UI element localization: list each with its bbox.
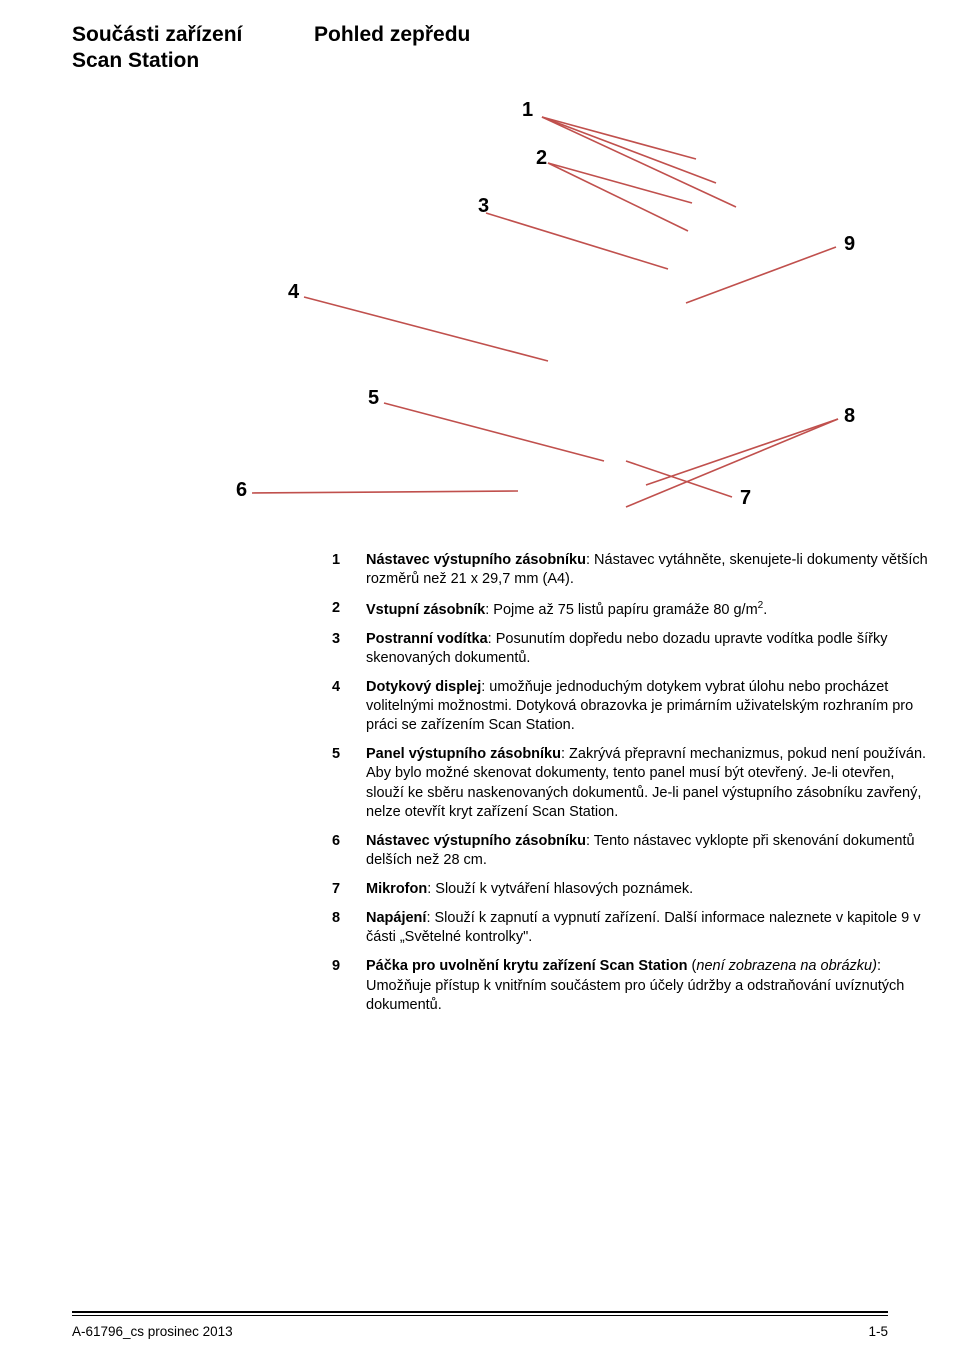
list-item-text: Postranní vodítka: Posunutím dopředu neb… xyxy=(366,630,932,668)
list-item-text: Napájení: Slouží k zapnutí a vypnutí zař… xyxy=(366,909,932,947)
list-item: 4 Dotykový displej: umožňuje jednoduchým … xyxy=(332,678,932,735)
list-item-number: 4 xyxy=(332,678,350,735)
list-item-text: Dotykový displej: umožňuje jednoduchým d… xyxy=(366,678,932,735)
diagram-label-3: 3 xyxy=(478,195,489,218)
list-item: 7 Mikrofon: Slouží k vytváření hlasových … xyxy=(332,880,932,899)
footer-page-num: 1-5 xyxy=(868,1324,888,1339)
list-item: 6 Nástavec výstupního zásobníku: Tento ná… xyxy=(332,832,932,870)
diagram-label-2: 2 xyxy=(536,147,547,170)
list-item-number: 2 xyxy=(332,599,350,620)
page-footer: A-61796_cs prosinec 2013 1-5 xyxy=(72,1311,888,1339)
diagram-label-7: 7 xyxy=(740,487,751,510)
list-item-number: 1 xyxy=(332,551,350,589)
list-item-number: 8 xyxy=(332,909,350,947)
heading-front-view: Pohled zepředu xyxy=(314,22,470,75)
list-item-text: Nástavec výstupního zásobníku: Nástavec … xyxy=(366,551,932,589)
component-list: 1 Nástavec výstupního zásobníku: Nástavec… xyxy=(332,551,932,1015)
list-item: 9 Páčka pro uvolnění krytu zařízení Scan … xyxy=(332,957,932,1014)
list-item-number: 5 xyxy=(332,745,350,822)
front-view-diagram: 1 2 3 9 4 5 8 6 7 xyxy=(232,85,872,515)
list-item-number: 6 xyxy=(332,832,350,870)
list-item: 2 Vstupní zásobník: Pojme až 75 listů pap… xyxy=(332,599,932,620)
list-item-text: Nástavec výstupního zásobníku: Tento nás… xyxy=(366,832,932,870)
diagram-label-5: 5 xyxy=(368,387,379,410)
diagram-label-9: 9 xyxy=(844,233,855,256)
list-item: 3 Postranní vodítka: Posunutím dopředu ne… xyxy=(332,630,932,668)
list-item-number: 3 xyxy=(332,630,350,668)
list-item-number: 9 xyxy=(332,957,350,1014)
diagram-label-4: 4 xyxy=(288,281,299,304)
diagram-lines xyxy=(232,85,872,515)
diagram-label-1: 1 xyxy=(522,99,533,122)
list-item-text: Páčka pro uvolnění krytu zařízení Scan S… xyxy=(366,957,932,1014)
list-item: 1 Nástavec výstupního zásobníku: Nástavec… xyxy=(332,551,932,589)
heading-components: Součásti zařízení Scan Station xyxy=(72,22,272,75)
list-item: 5Panel výstupního zásobníku: Zakrývá pře… xyxy=(332,745,932,822)
list-item-text: Panel výstupního zásobníku: Zakrývá přep… xyxy=(366,745,932,822)
diagram-label-6: 6 xyxy=(236,479,247,502)
list-item-text: Mikrofon: Slouží k vytváření hlasových p… xyxy=(366,880,932,899)
list-item-text: Vstupní zásobník: Pojme až 75 listů papí… xyxy=(366,599,932,620)
list-item: 8 Napájení: Slouží k zapnutí a vypnutí za… xyxy=(332,909,932,947)
list-item-number: 7 xyxy=(332,880,350,899)
diagram-label-8: 8 xyxy=(844,405,855,428)
footer-doc-id: A-61796_cs prosinec 2013 xyxy=(72,1324,233,1339)
